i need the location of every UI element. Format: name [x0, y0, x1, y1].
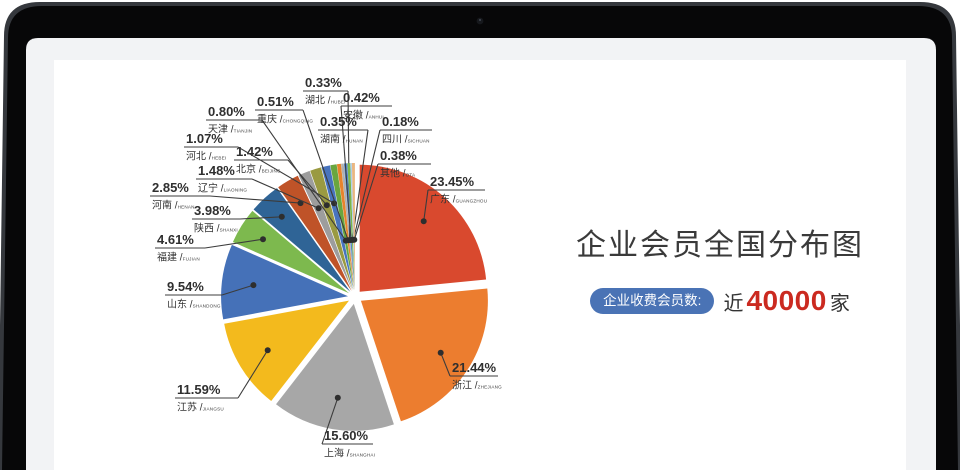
leader-line-shanghai: [321, 397, 339, 445]
pie-slice-fujian[interactable]: [232, 210, 350, 294]
percent-label-liaoning: 1.48%: [198, 163, 235, 178]
pie-slice-hubei[interactable]: [341, 163, 355, 291]
province-label-hubei: 湖北 /HUBEI: [305, 95, 346, 107]
percent-label-chongqing: 0.51%: [257, 94, 294, 109]
leader-dot-shaanxi: [278, 213, 285, 220]
pie-slice-shanghai[interactable]: [276, 303, 394, 431]
member-count-badge: 企业收费会员数:: [590, 287, 715, 315]
percent-label-beijing: 1.42%: [236, 144, 273, 159]
stat-text: 近 40000 家: [723, 285, 849, 317]
percent-label-hubei: 0.33%: [305, 75, 342, 90]
pie-slice-zhejiang[interactable]: [360, 288, 488, 422]
province-label-hebei: 河北 /HEBEI: [186, 151, 226, 163]
stat-row: 企业收费会员数: 近 40000 家: [590, 285, 850, 317]
leader-line-shaanxi: [239, 216, 282, 220]
leader-dot-jiangsu: [264, 347, 271, 354]
leader-dot-zhejiang: [437, 349, 444, 356]
province-label-liaoning: 辽宁 /LIAONING: [198, 182, 247, 195]
leader-line-hunan: [351, 129, 369, 240]
page-title: 企业会员全国分布图: [576, 229, 864, 262]
leader-line-fujian: [204, 238, 264, 249]
leader-line-sichuan: [352, 129, 381, 241]
province-label-guangdong: 广东 /GUANGZHOU: [430, 193, 487, 206]
pie-slice-sichuan[interactable]: [350, 163, 355, 290]
percent-label-jiangsu: 11.59%: [177, 382, 221, 397]
percent-label-zhejiang: 21.44%: [452, 360, 497, 375]
province-label-henan: 河南 /HENAN: [152, 199, 195, 212]
leader-dot-qita: [351, 236, 358, 243]
leader-line-shandong: [221, 284, 254, 296]
leader-line-jiangsu: [237, 349, 269, 399]
webcam-lens-icon: [478, 18, 482, 22]
percent-label-tianjin: 0.80%: [208, 104, 245, 119]
pie-slice-jiangsu[interactable]: [224, 300, 349, 401]
percent-label-hebei: 1.07%: [186, 131, 223, 146]
province-label-zhejiang: 浙江 /ZHEJIANG: [452, 380, 502, 392]
pie-slice-qita[interactable]: [351, 162, 355, 290]
province-label-anhui: 安徽 /ANHUI: [343, 109, 384, 122]
percent-label-anhui: 0.42%: [343, 90, 380, 105]
province-label-sichuan: 四川 /SICHUAN: [382, 135, 430, 146]
leader-line-qita: [353, 163, 379, 240]
leader-dot-beijing: [323, 202, 330, 209]
leader-line-chongqing: [302, 109, 349, 241]
pie-slice-shaanxi[interactable]: [253, 188, 351, 292]
pie-slice-hunan[interactable]: [347, 163, 355, 290]
percent-label-henan: 2.85%: [152, 180, 189, 195]
percent-label-fujian: 4.61%: [157, 232, 194, 247]
province-label-jiangsu: 江苏 /JIANGSU: [177, 401, 224, 414]
pie-slice-guangdong[interactable]: [359, 164, 487, 292]
leader-dot-guangdong: [420, 218, 427, 225]
pie-slice-liaoning[interactable]: [298, 170, 353, 291]
leader-dot-shandong: [250, 282, 257, 289]
stat-prefix: 近: [723, 293, 744, 315]
percent-label-shandong: 9.54%: [167, 279, 204, 294]
province-label-shandong: 山东 /SHANDONG: [167, 298, 221, 311]
leader-line-anhui: [340, 105, 352, 241]
percent-label-shanghai: 15.60%: [324, 428, 369, 443]
province-label-hunan: 湖南 /HUNAN: [320, 133, 363, 146]
percent-label-guangdong: 23.45%: [430, 174, 475, 189]
stat-suffix: 家: [829, 293, 850, 315]
leader-line-liaoning: [251, 178, 319, 209]
percent-label-sichuan: 0.18%: [382, 114, 419, 129]
leader-dot-liaoning: [315, 205, 322, 212]
leader-line-tianjin: [261, 119, 347, 241]
leader-line-guangdong: [423, 189, 429, 222]
pie-slice-henan[interactable]: [278, 175, 352, 291]
summary-block: 企业会员全国分布图 企业收费会员数: 近 40000 家: [552, 220, 888, 317]
pie-slice-anhui[interactable]: [343, 163, 355, 290]
pie-slice-tianjin[interactable]: [330, 164, 354, 291]
pie-slice-chongqing[interactable]: [336, 163, 355, 291]
percent-label-qita: 0.38%: [380, 148, 417, 163]
pie-slice-shandong[interactable]: [221, 244, 348, 320]
percent-label-shaanxi: 3.98%: [194, 203, 231, 218]
leader-line-henan: [209, 195, 301, 204]
province-label-tianjin: 天津 /TIANJIN: [208, 124, 252, 136]
leader-line-hebei: [237, 146, 335, 204]
province-label-qita: 其他 /OTA: [380, 167, 416, 180]
leader-dot-shanghai: [334, 394, 341, 401]
province-label-shanghai: 上海 /SHANGHAI: [324, 447, 375, 460]
province-label-beijing: 北京 /BEIJING: [236, 163, 281, 176]
stat-value: 40000: [746, 285, 827, 316]
province-label-shaanxi: 陕西 /SHANXI: [194, 222, 238, 235]
province-label-fujian: 福建 /FUJIAN: [157, 251, 200, 264]
province-label-chongqing: 重庆 /CHONGQING: [257, 113, 313, 126]
leader-dot-fujian: [260, 236, 266, 243]
leader-line-zhejiang: [440, 352, 451, 377]
leader-dot-henan: [297, 200, 304, 207]
percent-label-hunan: 0.35%: [320, 114, 357, 129]
